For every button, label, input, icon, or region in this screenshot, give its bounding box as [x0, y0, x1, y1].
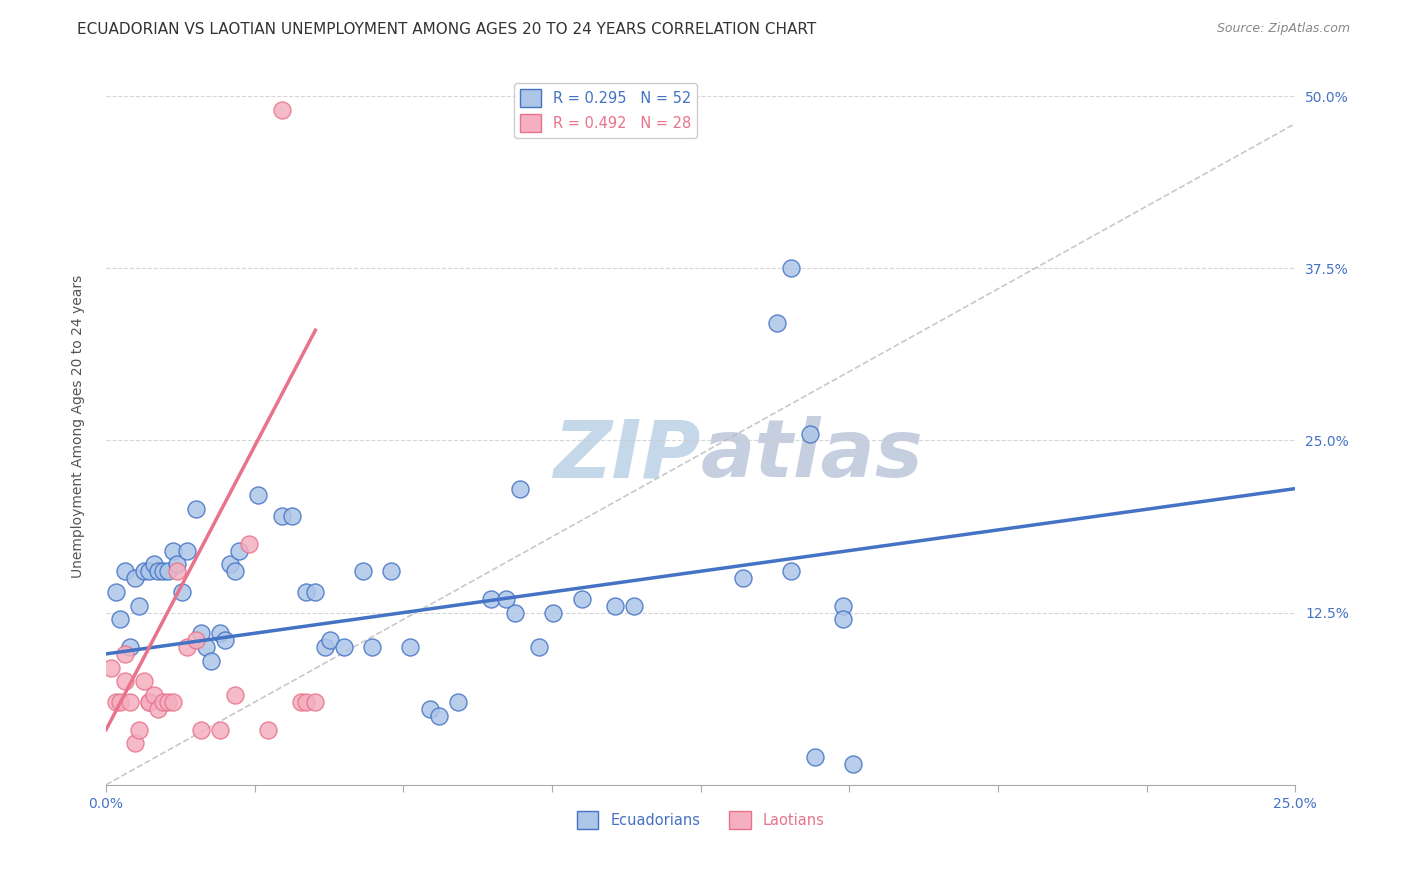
- Point: [186, 633, 208, 648]
- Point: [176, 543, 198, 558]
- Point: [427, 709, 450, 723]
- Point: [172, 585, 194, 599]
- Point: [304, 585, 326, 599]
- Point: [128, 599, 150, 613]
- Point: [124, 736, 146, 750]
- Point: [295, 585, 318, 599]
- Point: [209, 626, 232, 640]
- Point: [156, 564, 179, 578]
- Point: [495, 591, 517, 606]
- Point: [162, 543, 184, 558]
- Point: [134, 564, 156, 578]
- Point: [418, 702, 440, 716]
- Point: [380, 564, 402, 578]
- Point: [200, 654, 222, 668]
- Point: [166, 558, 188, 572]
- Text: Source: ZipAtlas.com: Source: ZipAtlas.com: [1216, 22, 1350, 36]
- Point: [194, 640, 217, 654]
- Point: [104, 585, 127, 599]
- Point: [162, 695, 184, 709]
- Point: [832, 612, 855, 626]
- Point: [733, 571, 755, 585]
- Point: [780, 564, 803, 578]
- Point: [527, 640, 550, 654]
- Point: [138, 564, 160, 578]
- Point: [304, 695, 326, 709]
- Point: [290, 695, 312, 709]
- Point: [118, 695, 141, 709]
- Text: ECUADORIAN VS LAOTIAN UNEMPLOYMENT AMONG AGES 20 TO 24 YEARS CORRELATION CHART: ECUADORIAN VS LAOTIAN UNEMPLOYMENT AMONG…: [77, 22, 817, 37]
- Point: [295, 695, 318, 709]
- Point: [186, 502, 208, 516]
- Point: [110, 695, 132, 709]
- Point: [148, 702, 170, 716]
- Point: [152, 564, 174, 578]
- Point: [138, 695, 160, 709]
- Point: [118, 640, 141, 654]
- Point: [228, 543, 250, 558]
- Point: [114, 647, 136, 661]
- Point: [218, 558, 240, 572]
- Point: [603, 599, 626, 613]
- Point: [190, 626, 212, 640]
- Point: [842, 757, 865, 772]
- Text: ZIP: ZIP: [554, 417, 700, 494]
- Point: [314, 640, 336, 654]
- Point: [509, 482, 531, 496]
- Point: [142, 558, 165, 572]
- Point: [142, 688, 165, 702]
- Point: [256, 723, 278, 737]
- Point: [124, 571, 146, 585]
- Point: [134, 674, 156, 689]
- Point: [148, 564, 170, 578]
- Point: [224, 688, 246, 702]
- Point: [114, 564, 136, 578]
- Point: [100, 661, 122, 675]
- Point: [541, 606, 564, 620]
- Legend: Ecuadorians, Laotians: Ecuadorians, Laotians: [571, 805, 831, 835]
- Point: [399, 640, 422, 654]
- Point: [247, 488, 270, 502]
- Point: [176, 640, 198, 654]
- Point: [138, 695, 160, 709]
- Point: [571, 591, 593, 606]
- Point: [128, 723, 150, 737]
- Point: [352, 564, 374, 578]
- Point: [190, 723, 212, 737]
- Point: [271, 509, 294, 524]
- Point: [765, 316, 787, 330]
- Point: [152, 695, 174, 709]
- Point: [209, 723, 232, 737]
- Point: [214, 633, 236, 648]
- Point: [479, 591, 502, 606]
- Point: [318, 633, 340, 648]
- Point: [503, 606, 526, 620]
- Point: [832, 599, 855, 613]
- Point: [804, 750, 827, 764]
- Point: [104, 695, 127, 709]
- Point: [799, 426, 821, 441]
- Point: [361, 640, 384, 654]
- Point: [623, 599, 645, 613]
- Point: [280, 509, 302, 524]
- Point: [224, 564, 246, 578]
- Point: [238, 537, 260, 551]
- Point: [166, 564, 188, 578]
- Point: [156, 695, 179, 709]
- Point: [447, 695, 470, 709]
- Point: [110, 612, 132, 626]
- Point: [333, 640, 356, 654]
- Point: [271, 103, 294, 117]
- Text: atlas: atlas: [700, 417, 924, 494]
- Point: [114, 674, 136, 689]
- Y-axis label: Unemployment Among Ages 20 to 24 years: Unemployment Among Ages 20 to 24 years: [72, 275, 86, 578]
- Point: [780, 261, 803, 276]
